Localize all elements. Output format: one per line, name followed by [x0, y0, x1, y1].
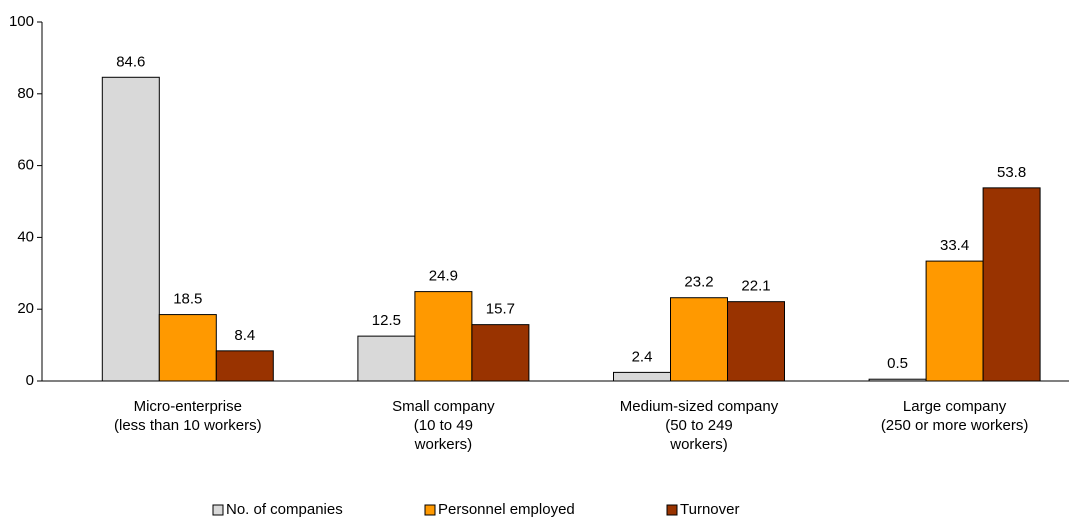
- bar: [101, 76, 160, 382]
- value-label: 15.7: [486, 301, 515, 318]
- legend-swatch: [666, 504, 678, 516]
- value-label: 84.6: [116, 53, 145, 70]
- x-tick-label: Micro-enterprise: [134, 398, 242, 415]
- y-tick-label: 100: [9, 13, 34, 30]
- legend-swatch: [424, 504, 436, 516]
- bar: [215, 350, 274, 382]
- bar: [414, 291, 473, 382]
- bar: [868, 378, 927, 382]
- bar: [925, 260, 984, 382]
- x-tick-label: workers): [414, 436, 473, 453]
- value-label: 12.5: [372, 312, 401, 329]
- y-tick-label: 40: [17, 228, 34, 245]
- legend-label: Turnover: [680, 501, 739, 518]
- value-label: 24.9: [429, 268, 458, 285]
- bar: [670, 297, 728, 382]
- x-tick-label: Large company: [903, 398, 1007, 415]
- value-label: 23.2: [684, 274, 713, 291]
- value-label: 53.8: [997, 164, 1026, 181]
- bar: [357, 335, 416, 382]
- bar: [982, 187, 1041, 382]
- value-label: 2.4: [632, 348, 653, 365]
- x-tick-label: Small company: [392, 398, 495, 415]
- x-tick-label: (50 to 249: [665, 417, 733, 434]
- value-label: 22.1: [741, 278, 770, 295]
- bar: [158, 314, 217, 382]
- bar: [727, 301, 785, 382]
- value-label: 0.5: [887, 355, 908, 372]
- bar: [471, 324, 530, 382]
- y-tick-label: 20: [17, 300, 34, 317]
- y-tick-label: 0: [26, 372, 34, 389]
- legend-label: No. of companies: [226, 501, 343, 518]
- y-tick-label: 80: [17, 85, 34, 102]
- x-tick-label: (250 or more workers): [881, 417, 1029, 434]
- x-tick-label: workers): [669, 436, 728, 453]
- value-label: 18.5: [173, 291, 202, 308]
- bar: [613, 371, 671, 382]
- legend-label: Personnel employed: [438, 501, 575, 518]
- legend-swatch: [212, 504, 224, 516]
- x-tick-label: (10 to 49: [414, 417, 473, 434]
- value-label: 8.4: [234, 327, 255, 344]
- y-tick-label: 60: [17, 157, 34, 174]
- value-label: 33.4: [940, 237, 969, 254]
- x-tick-label: (less than 10 workers): [114, 417, 262, 434]
- x-tick-label: Medium-sized company: [620, 398, 779, 415]
